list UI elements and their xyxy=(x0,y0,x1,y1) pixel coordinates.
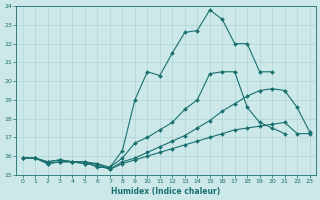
X-axis label: Humidex (Indice chaleur): Humidex (Indice chaleur) xyxy=(111,187,221,196)
